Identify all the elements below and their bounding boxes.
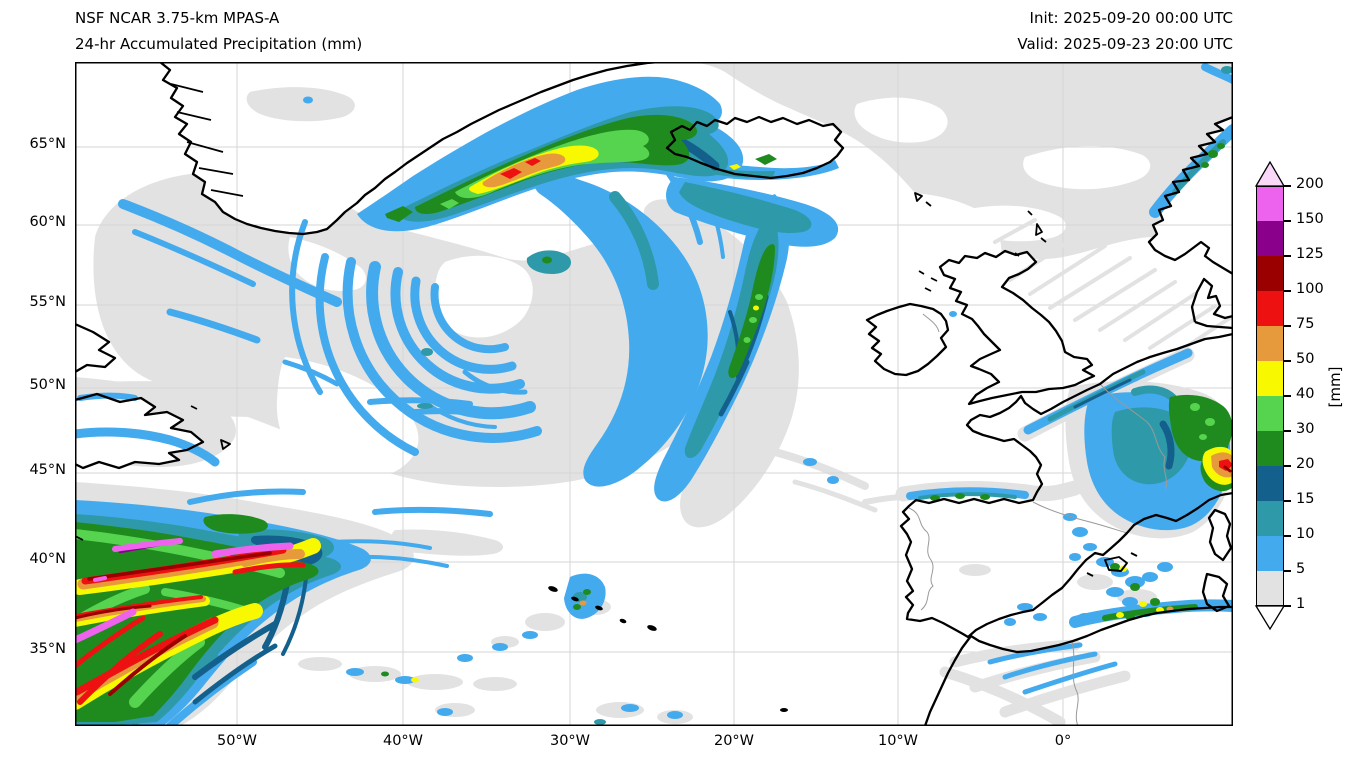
ireland-land <box>867 304 948 375</box>
colorbar-segment <box>1256 186 1284 221</box>
greenland-fjords <box>170 83 244 197</box>
map-frame <box>75 62 1233 726</box>
balearics-coastline <box>1086 552 1138 577</box>
border-spain-france <box>1032 501 1128 534</box>
colorbar-tickmark <box>1284 430 1291 432</box>
colorbar-unit-label: [mm] <box>1326 366 1344 408</box>
colorbar-tickmark <box>1284 605 1291 607</box>
colorbar-segment <box>1256 256 1284 291</box>
colorbar-tickmark <box>1284 535 1291 537</box>
lat-tick-40N: 40°N <box>29 551 66 567</box>
lon-tick-10W: 10°W <box>877 733 919 749</box>
colorbar-tickmark <box>1284 290 1291 292</box>
precip-magenta <box>75 538 294 644</box>
colorbar-tickmark <box>1284 220 1291 222</box>
great-britain-land <box>940 251 1094 404</box>
colorbar-tickmark <box>1284 360 1291 362</box>
colorbar-tick-label: 40 <box>1296 386 1315 402</box>
border-northern-ireland <box>922 313 940 333</box>
colorbar-tick-label: 15 <box>1296 491 1315 507</box>
precipitation-layer <box>75 63 1233 726</box>
coastlines <box>75 62 1233 726</box>
lat-tick-65N: 65°N <box>29 136 66 152</box>
colorbar-segment <box>1256 501 1284 536</box>
colorbar-tick-label: 125 <box>1296 246 1324 262</box>
colorbar-tick-label: 1 <box>1296 596 1306 612</box>
init-time: Init: 2025-09-20 00:00 UTC <box>1029 9 1233 27</box>
europe-coastline <box>899 332 1233 639</box>
colorbar-segment <box>1256 431 1284 466</box>
colorbar-tick-label: 20 <box>1296 456 1315 472</box>
colorbar-tickmark <box>1284 465 1291 467</box>
colorbar-tickmark <box>1284 325 1291 327</box>
colorbar-tickmark <box>1284 570 1291 572</box>
lat-tick-50N: 50°N <box>29 377 66 393</box>
model-title: NSF NCAR 3.75-km MPAS-A <box>75 9 280 27</box>
labrador-land <box>75 324 115 372</box>
colorbar-tick-label: 200 <box>1296 176 1324 192</box>
colorbar-segment <box>1256 466 1284 501</box>
newfoundland-coastline <box>75 392 205 470</box>
shetland-islets <box>1027 210 1047 243</box>
hebrides-islets <box>918 252 1020 292</box>
colorbar-over-arrow <box>1254 160 1286 187</box>
valid-time: Valid: 2025-09-23 20:00 UTC <box>1017 35 1233 53</box>
colorbar: 200 150 125 100 75 50 40 30 20 15 10 5 1 <box>1248 158 1352 638</box>
colorbar-segment <box>1256 571 1284 606</box>
border-portugal-spain <box>908 507 934 611</box>
iceland-coastline <box>665 115 845 180</box>
precip-darkred <box>75 465 1232 696</box>
colorbar-tick-label: 75 <box>1296 316 1315 332</box>
greenland-coastline <box>159 62 661 236</box>
colorbar-tickmark <box>1284 395 1291 397</box>
colorbar-segment <box>1256 536 1284 571</box>
colorbar-segment <box>1256 396 1284 431</box>
norway-coastline <box>1147 115 1233 275</box>
colorbar-tick-label: 5 <box>1296 561 1306 577</box>
product-title: 24-hr Accumulated Precipitation (mm) <box>75 35 363 53</box>
colorbar-segment <box>1256 291 1284 326</box>
colorbar-tickmark <box>1284 185 1291 187</box>
border-morocco-algeria <box>1071 641 1079 726</box>
colorbar-under-arrow <box>1254 605 1286 631</box>
colorbar-segment <box>1256 221 1284 256</box>
colorbar-tick-label: 100 <box>1296 281 1324 297</box>
lat-tick-35N: 35°N <box>29 641 66 657</box>
lat-tick-45N: 45°N <box>29 462 66 478</box>
colorbar-tick-label: 150 <box>1296 211 1324 227</box>
colorbar-tick-label: 10 <box>1296 526 1315 542</box>
lon-tick-40W: 40°W <box>382 733 424 749</box>
colorbar-tickmark <box>1284 255 1291 257</box>
lon-tick-30W: 30°W <box>549 733 591 749</box>
colorbar-tick-label: 30 <box>1296 421 1315 437</box>
africa-coastline <box>923 605 1233 726</box>
corsica-coastline <box>1207 508 1233 562</box>
precip-gray-shields <box>75 62 1233 726</box>
denmark-coastline <box>1190 277 1233 330</box>
corsica-land <box>1209 510 1231 560</box>
ireland-coastline <box>865 302 950 377</box>
map-canvas <box>75 62 1233 726</box>
lat-tick-60N: 60°N <box>29 214 66 230</box>
great-britain-coastline <box>938 249 1096 406</box>
precip-gray-streaks <box>771 448 878 513</box>
colorbar-tick-label: 50 <box>1296 351 1315 367</box>
labrador-coastline <box>75 322 117 373</box>
lon-tick-0: 0° <box>1054 733 1072 749</box>
country-borders <box>908 313 1168 726</box>
azores-islets <box>548 586 788 712</box>
colorbar-arrows <box>1254 160 1286 631</box>
lon-tick-20W: 20°W <box>713 733 755 749</box>
lon-tick-50W: 50°W <box>216 733 258 749</box>
border-france-ne <box>1099 383 1168 491</box>
colorbar-outline <box>1256 186 1284 606</box>
sardinia-coastline <box>1201 572 1231 613</box>
colorbar-tickmark <box>1284 500 1291 502</box>
colorbar-segment <box>1256 326 1284 361</box>
faroe-islets <box>914 192 932 207</box>
colorbar-segment <box>1256 361 1284 396</box>
lat-tick-55N: 55°N <box>29 294 66 310</box>
colorbar-segments <box>1256 186 1284 606</box>
